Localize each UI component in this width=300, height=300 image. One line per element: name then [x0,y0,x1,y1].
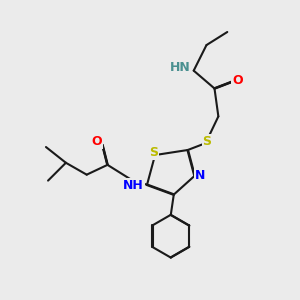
Text: O: O [92,136,102,148]
Text: HN: HN [170,61,191,74]
Text: NH: NH [123,178,144,192]
Text: O: O [232,74,243,87]
Text: N: N [195,169,205,182]
Text: S: S [149,146,158,159]
Text: S: S [202,135,211,148]
